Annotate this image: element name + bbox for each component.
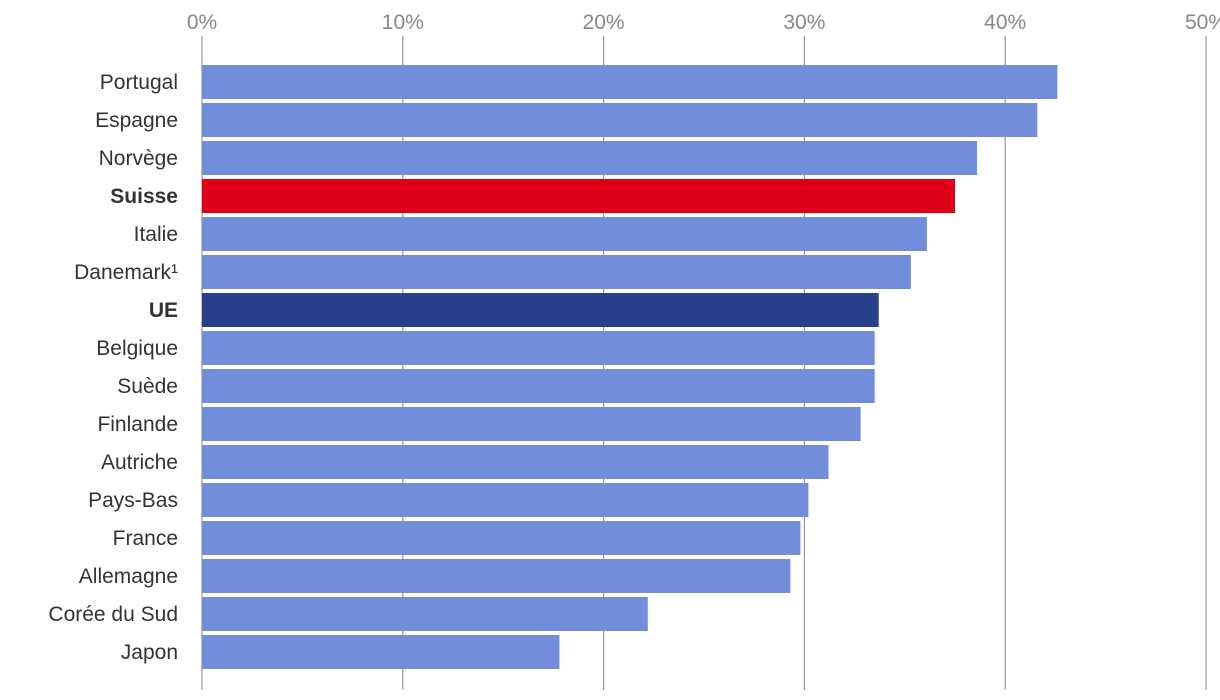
category-label-danemark: Danemark¹: [74, 261, 178, 284]
x-tick-label-10: 10%: [382, 11, 424, 34]
category-label-autriche: Autriche: [101, 451, 178, 474]
bar-france: [202, 521, 801, 555]
x-tick-label-0: 0%: [187, 11, 217, 34]
x-tick-label-50: 50%: [1185, 11, 1220, 34]
bar-italie: [202, 217, 927, 251]
bar-finlande: [202, 407, 861, 441]
category-label-belgique: Belgique: [96, 337, 178, 360]
bar-suisse: [202, 179, 955, 213]
category-label-su-de: Suède: [117, 375, 178, 398]
bar-danemark: [202, 255, 911, 289]
category-label-espagne: Espagne: [95, 109, 178, 132]
category-label-pays-bas: Pays-Bas: [88, 489, 178, 512]
category-labels: Portugal Espagne Norvège Suisse Italie Danema…: [48, 71, 178, 664]
bars: [202, 65, 1058, 669]
x-axis-tick-labels: 0% 10% 20% 30% 40% 50%: [187, 11, 1220, 34]
category-label-norv-ge: Norvège: [99, 147, 178, 170]
category-label-japon: Japon: [121, 641, 178, 664]
category-label-italie: Italie: [134, 223, 178, 246]
category-label-finlande: Finlande: [97, 413, 178, 436]
bar-japon: [202, 635, 560, 669]
x-tick-label-30: 30%: [783, 11, 825, 34]
category-label-portugal: Portugal: [100, 71, 178, 94]
category-label-france: France: [113, 527, 178, 550]
bar-belgique: [202, 331, 875, 365]
bar-pays-bas: [202, 483, 809, 517]
bar-portugal: [202, 65, 1058, 99]
bar-cor-e-du-sud: [202, 597, 648, 631]
bar-su-de: [202, 369, 875, 403]
bar-autriche: [202, 445, 829, 479]
x-tick-label-40: 40%: [984, 11, 1026, 34]
category-label-suisse: Suisse: [110, 185, 178, 208]
category-label-allemagne: Allemagne: [79, 565, 178, 588]
bar-espagne: [202, 103, 1038, 137]
category-label-ue: UE: [149, 299, 178, 322]
bar-norv-ge: [202, 141, 978, 175]
x-tick-label-20: 20%: [583, 11, 625, 34]
bar-allemagne: [202, 559, 791, 593]
bar-ue: [202, 293, 879, 327]
category-label-cor-e-du-sud: Corée du Sud: [48, 603, 178, 626]
